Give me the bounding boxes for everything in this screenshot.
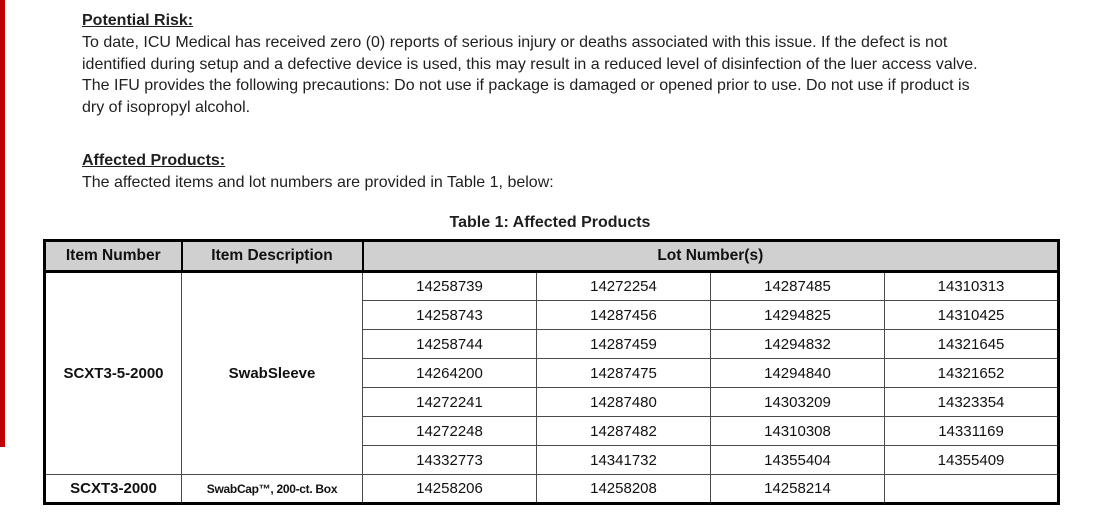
lot-cell: 14323354 bbox=[883, 387, 1060, 417]
lot-cell: 14310425 bbox=[883, 300, 1060, 330]
table-title: Table 1: Affected Products bbox=[449, 214, 651, 231]
col-header-item-description: Item Description bbox=[180, 239, 364, 273]
lot-cell: 14258739 bbox=[362, 271, 537, 301]
item-description-cell: SwabCap™, 200-ct. Box bbox=[181, 474, 363, 504]
risk-paragraph-line: identified during setup and a defective … bbox=[82, 55, 978, 73]
table-body: SCXT3-5-2000 SwabSleeve 14258739 14272254 14… bbox=[44, 271, 1060, 504]
lot-cell: 14310313 bbox=[883, 271, 1060, 301]
table-row: SCXT3-2000 SwabCap™, 200-ct. Box 14258206 1… bbox=[44, 474, 1060, 504]
col-header-lot-numbers: Lot Number(s) bbox=[361, 239, 1060, 273]
lot-cell: 14303209 bbox=[710, 387, 885, 417]
lot-cell: 14258744 bbox=[362, 329, 537, 359]
item-number-cell: SCXT3-2000 bbox=[44, 474, 182, 504]
table-row: 14258743 14287456 14294825 14310425 bbox=[45, 300, 1060, 330]
table-row: 14264200 14287475 14294840 14321652 bbox=[45, 358, 1060, 388]
risk-paragraph-line: The IFU provides the following precautio… bbox=[82, 77, 970, 94]
table-row: 14332773 14341732 14355404 14355409 bbox=[45, 445, 1060, 475]
lot-cell: 14287459 bbox=[536, 329, 711, 359]
lot-cell: 14355409 bbox=[883, 445, 1060, 475]
table-header-row: Item Number Item Description Lot Number(… bbox=[43, 239, 1060, 273]
lot-cell: 14287485 bbox=[710, 271, 885, 301]
col-header-item-number: Item Number bbox=[43, 239, 183, 273]
lot-cell: 14331169 bbox=[883, 416, 1060, 446]
lot-cell: 14332773 bbox=[362, 445, 537, 475]
lot-cell: 14310308 bbox=[710, 416, 885, 446]
lot-cell: 14355404 bbox=[710, 445, 885, 475]
table-row: 14272241 14287480 14303209 14323354 bbox=[45, 387, 1060, 417]
risk-paragraph-line: dry of isopropyl alcohol. bbox=[82, 98, 251, 116]
potential-risk-section: Potential Risk: To date, ICU Medical has… bbox=[82, 10, 1062, 118]
lot-cell: 14294832 bbox=[710, 329, 885, 359]
item-number-cell: SCXT3-5-2000 bbox=[44, 271, 182, 475]
table-row: 14258744 14287459 14294832 14321645 bbox=[45, 329, 1060, 359]
lot-cell: 14294825 bbox=[710, 300, 885, 330]
lot-cell: 14272248 bbox=[362, 416, 537, 446]
lot-cell: 14287482 bbox=[536, 416, 711, 446]
lot-cell: 14258743 bbox=[362, 300, 537, 330]
lot-cell: 14258206 bbox=[362, 474, 537, 504]
lot-cell: 14258208 bbox=[536, 474, 711, 504]
lot-cell: 14321652 bbox=[883, 358, 1060, 388]
lot-cell: 14321645 bbox=[883, 329, 1060, 359]
lot-cell: 14287475 bbox=[536, 358, 711, 388]
lot-cell: 14264200 bbox=[362, 358, 537, 388]
lot-cell: 14272254 bbox=[536, 271, 711, 301]
affected-products-section: Affected Products: The affected items an… bbox=[82, 150, 1062, 194]
lot-cell: 14258214 bbox=[710, 474, 885, 504]
table-row: SCXT3-5-2000 SwabSleeve 14258739 14272254 14… bbox=[44, 271, 1060, 475]
risk-paragraph-line: To date, ICU Medical has received zero (… bbox=[82, 34, 948, 51]
affected-products-text: The affected items and lot numbers are p… bbox=[82, 174, 554, 191]
affected-products-table: Item Number Item Description Lot Number(… bbox=[43, 239, 1061, 505]
lot-cell: 14341732 bbox=[536, 445, 711, 475]
margin-change-bar bbox=[0, 0, 5, 447]
lot-cell: 14287456 bbox=[536, 300, 711, 330]
table-row: 14272248 14287482 14310308 14331169 bbox=[45, 416, 1060, 446]
potential-risk-heading: Potential Risk: bbox=[82, 12, 194, 29]
lot-cell bbox=[883, 474, 1060, 504]
lot-cell: 14272241 bbox=[362, 387, 537, 417]
item-description-cell: SwabSleeve bbox=[181, 271, 363, 475]
lot-cell: 14294840 bbox=[710, 358, 885, 388]
affected-products-heading: Affected Products: bbox=[82, 152, 226, 169]
lot-cell: 14287480 bbox=[536, 387, 711, 417]
